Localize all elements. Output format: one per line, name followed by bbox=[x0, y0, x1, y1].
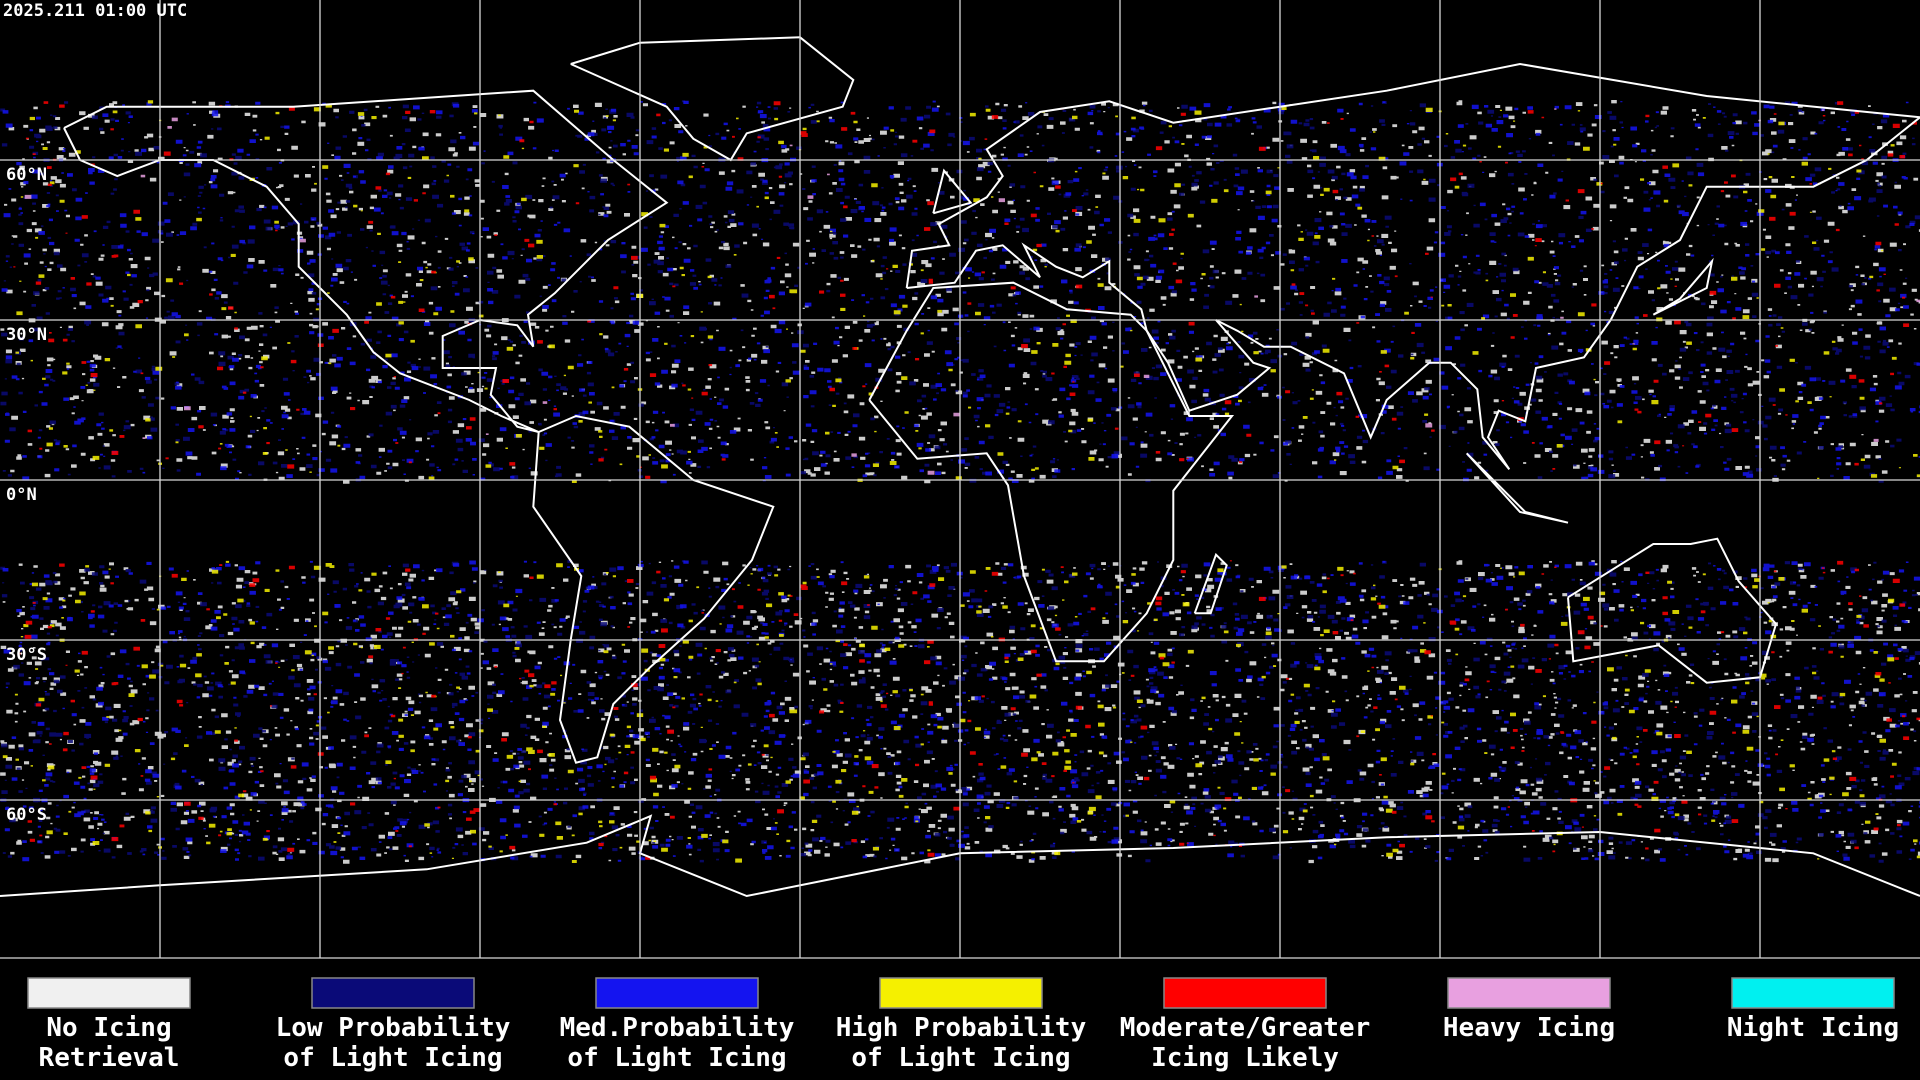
legend-label: Moderate/Greater bbox=[1120, 1013, 1370, 1043]
legend-label: Icing Likely bbox=[1151, 1043, 1339, 1073]
legend-label: Night Icing bbox=[1727, 1013, 1899, 1043]
latitude-labels: 60°N 30°N 0°N 30°S 60°S bbox=[6, 165, 47, 825]
legend-swatch bbox=[1731, 977, 1895, 1009]
coastline bbox=[868, 281, 1235, 663]
coastline bbox=[1652, 257, 1714, 316]
legend-swatch bbox=[27, 977, 191, 1009]
latitude-label: 30°N bbox=[6, 325, 47, 345]
coastline bbox=[1193, 552, 1228, 615]
coastline bbox=[532, 414, 775, 764]
legend-swatch bbox=[879, 977, 1043, 1009]
coastline bbox=[1567, 537, 1778, 684]
timestamp: 2025.211 01:00 UTC bbox=[3, 1, 187, 21]
coastline bbox=[1465, 452, 1569, 524]
legend-label: Heavy Icing bbox=[1443, 1013, 1615, 1043]
legend-label: of Light Icing bbox=[851, 1043, 1070, 1073]
legend-label: Med.Probability bbox=[560, 1013, 795, 1043]
legend-label: Retrieval bbox=[39, 1043, 180, 1073]
latitude-label: 0°N bbox=[6, 485, 37, 505]
coastline bbox=[63, 89, 669, 433]
coastline bbox=[932, 168, 973, 215]
coastline bbox=[570, 36, 855, 162]
legend-swatch bbox=[1447, 977, 1611, 1009]
legend-swatch bbox=[311, 977, 475, 1009]
latitude-label: 60°N bbox=[6, 165, 47, 185]
legend-label: No Icing bbox=[46, 1013, 171, 1043]
legend-label: of Light Icing bbox=[283, 1043, 502, 1073]
legend-swatch bbox=[1163, 977, 1327, 1009]
legend-label: Low Probability bbox=[276, 1013, 511, 1043]
latitude-label: 30°S bbox=[6, 645, 47, 665]
latitude-label: 60°S bbox=[6, 805, 47, 825]
graticule bbox=[0, 0, 1920, 959]
legend-label: of Light Icing bbox=[567, 1043, 786, 1073]
legend-swatch bbox=[595, 977, 759, 1009]
coastline bbox=[905, 62, 1920, 470]
legend-label: High Probability bbox=[836, 1013, 1086, 1043]
